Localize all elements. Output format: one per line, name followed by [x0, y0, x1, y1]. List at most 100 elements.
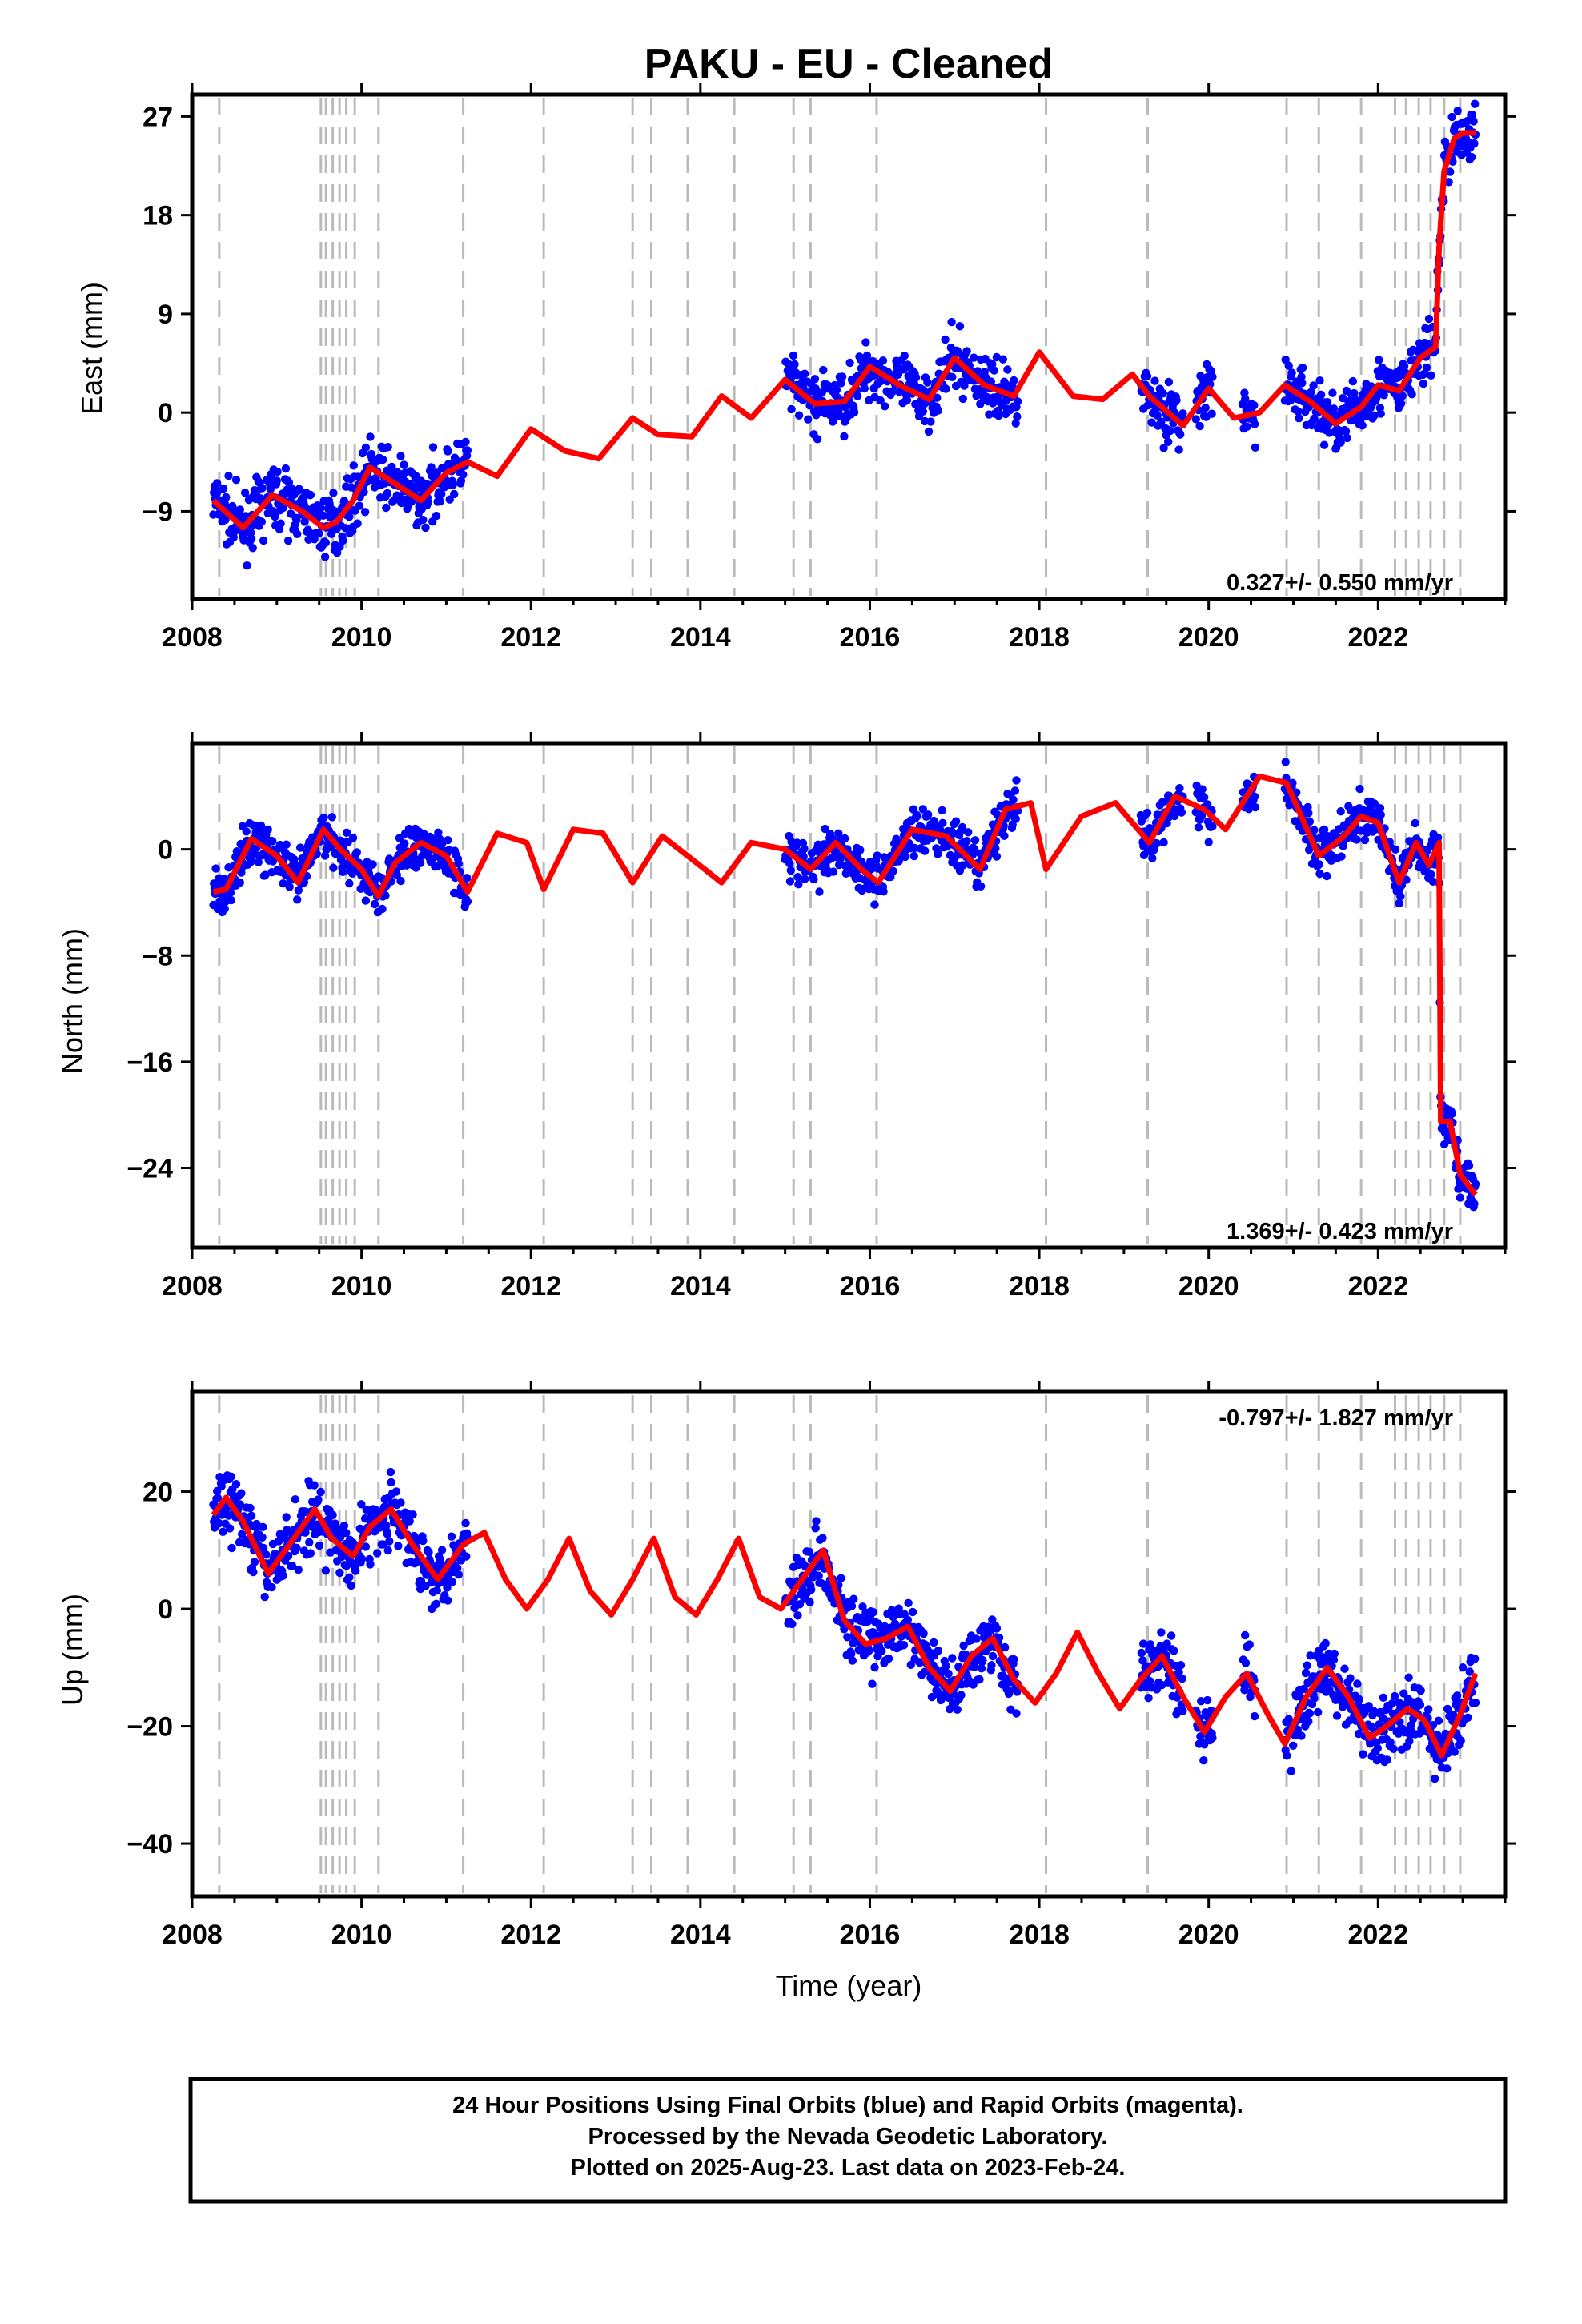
up-data-point — [987, 1661, 996, 1670]
east-data-point — [224, 472, 233, 480]
east-data-point — [272, 476, 281, 485]
up-data-point — [1355, 1695, 1363, 1704]
north-data-point — [1208, 822, 1217, 831]
up-data-point — [944, 1669, 953, 1679]
east-data-point — [1298, 379, 1307, 388]
up-data-point — [1373, 1743, 1383, 1753]
up-data-point — [1158, 1680, 1166, 1690]
north-plot-frame — [190, 741, 1508, 1250]
north-data-point — [242, 827, 251, 836]
east-data-point — [1191, 415, 1201, 424]
east-data-point — [355, 501, 364, 510]
up-data-point — [972, 1634, 981, 1643]
up-data-point — [246, 1503, 255, 1513]
east-data-point — [382, 503, 391, 513]
east-data-point — [1013, 397, 1022, 406]
up-data-point — [934, 1647, 943, 1655]
east-data-point — [329, 489, 338, 497]
east-x-tick-label: 2020 — [1178, 622, 1239, 653]
up-data-point — [405, 1517, 414, 1526]
up-data-point — [342, 1529, 351, 1538]
north-data-point — [327, 813, 336, 822]
up-data-point — [1386, 1738, 1395, 1747]
east-data-point — [396, 452, 405, 460]
up-data-point — [1464, 1713, 1472, 1722]
north-data-point — [1010, 786, 1020, 795]
east-data-point — [1157, 417, 1166, 426]
east-data-point — [300, 517, 309, 526]
east-data-point — [1407, 390, 1416, 399]
north-data-point — [1177, 808, 1186, 817]
north-data-point — [1428, 877, 1438, 887]
north-data-point — [829, 867, 838, 876]
up-data-point — [1199, 1756, 1208, 1765]
up-data-point — [1383, 1755, 1391, 1764]
up-data-point — [843, 1633, 852, 1642]
east-x-tick-label: 2008 — [162, 622, 223, 653]
east-data-point — [419, 515, 428, 525]
north-data-point — [1376, 810, 1385, 819]
east-data-point — [1208, 372, 1217, 381]
east-data-point — [1341, 427, 1351, 436]
up-data-point — [1010, 1655, 1018, 1664]
up-data-point — [1139, 1639, 1148, 1648]
up-plot-frame — [190, 1389, 1508, 1899]
east-data-point — [400, 460, 408, 469]
north-data-point — [1395, 899, 1403, 908]
east-data-point — [444, 447, 452, 456]
up-data-point — [1314, 1707, 1323, 1717]
north-panel: 2008 2010 2012 2014 2016 2018 2020 2022 0 −8 −16 −2… — [56, 732, 1516, 1301]
up-data-point — [219, 1527, 227, 1537]
east-x-tick-label: 2022 — [1347, 622, 1408, 653]
east-data-point — [1453, 107, 1462, 115]
up-data-point — [908, 1607, 917, 1617]
east-data-point — [1398, 392, 1407, 400]
east-data-point — [436, 497, 444, 506]
up-data-point — [1241, 1630, 1250, 1640]
up-data-point — [1364, 1702, 1373, 1711]
north-data-point — [951, 817, 961, 826]
up-data-point — [1404, 1673, 1413, 1682]
east-data-point — [424, 497, 432, 507]
east-data-point — [306, 490, 315, 500]
east-data-point — [366, 432, 375, 441]
up-data-point — [1314, 1647, 1323, 1655]
east-data-point — [918, 407, 928, 416]
footer-line-3: Plotted on 2025-Aug-23. Last data on 202… — [571, 2155, 1126, 2181]
east-data-point — [1307, 388, 1315, 396]
east-data-point — [292, 516, 301, 525]
east-data-point — [222, 493, 231, 502]
east-data-point — [339, 536, 347, 545]
up-data-point — [959, 1641, 968, 1651]
east-data-point — [1008, 382, 1017, 392]
north-data-point — [256, 821, 266, 830]
up-data-point — [443, 1583, 452, 1592]
east-model-line — [211, 130, 1476, 531]
east-data-point — [1316, 390, 1326, 400]
east-data-point — [832, 385, 841, 395]
north-data-point — [400, 839, 409, 848]
east-data-point — [316, 504, 325, 513]
north-data-point — [352, 848, 361, 857]
up-data-point — [1407, 1720, 1416, 1730]
east-data-point — [934, 406, 943, 415]
up-data-point — [432, 1586, 441, 1595]
footer-frame — [188, 2077, 1508, 2204]
up-data-point — [383, 1530, 392, 1538]
east-data-point — [973, 367, 982, 376]
north-data-point — [1447, 1109, 1456, 1119]
up-data-point — [267, 1582, 276, 1592]
east-data-point — [1250, 400, 1259, 410]
east-panel: 2008 2010 2012 2014 2016 2018 2020 2022 27 18 9 0 −9… — [75, 83, 1516, 653]
east-data-point — [1010, 376, 1018, 385]
up-data-point — [1250, 1711, 1259, 1721]
up-data-point — [282, 1513, 291, 1522]
east-data-point — [1399, 361, 1409, 371]
up-x-tick-label: 2010 — [331, 1920, 392, 1950]
east-data-point — [1150, 376, 1159, 385]
north-data-point — [889, 866, 897, 876]
east-data-point — [273, 467, 282, 476]
east-data-point — [247, 529, 255, 537]
up-data-point — [215, 1518, 223, 1528]
east-data-point — [958, 394, 968, 404]
